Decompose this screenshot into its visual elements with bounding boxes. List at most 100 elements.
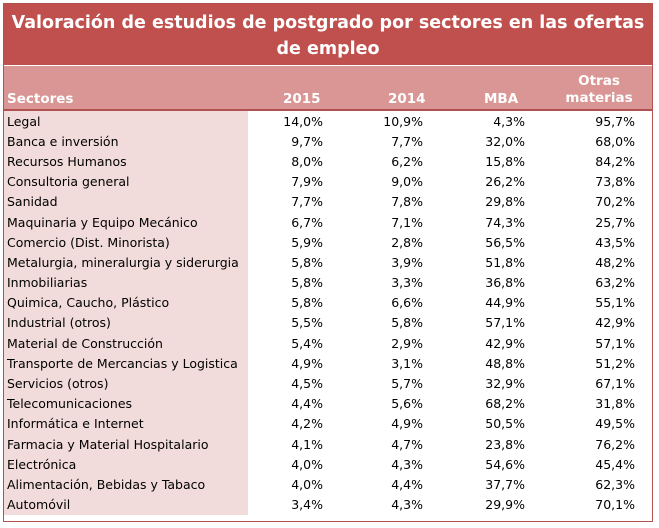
value-mba-cell: 29,8% [485,194,525,210]
sector-cell: Telecomunicaciones [4,393,248,414]
value-mba-cell: 32,9% [485,376,525,392]
value-2015-cell: 8,0% [291,153,323,169]
value-otras-cell: 70,1% [595,497,635,513]
value-2015-cell: 14,0% [283,113,323,129]
sector-cell: Recursos Humanos [4,151,248,172]
value-2015-cell: 4,4% [291,396,323,412]
value-2014-cell: 5,7% [391,376,423,392]
value-2014-cell: 10,9% [383,113,423,129]
header-mba: MBA [484,91,519,107]
value-2015-cell: 4,5% [291,376,323,392]
value-2014-cell: 7,7% [391,133,423,149]
value-mba-cell: 50,5% [485,416,525,432]
sector-cell: Maquinaria y Equipo Mecánico [4,211,248,233]
table-row: Farmacia y Material Hospitalario 4,1% 4,7%… [4,434,652,455]
value-2014-cell: 4,3% [391,497,423,513]
sector-cell: Industrial (otros) [4,312,248,334]
value-2015-cell: 9,7% [291,133,323,149]
sector-cell: Legal [4,111,248,132]
sector-cell: Comercio (Dist. Minorista) [4,232,248,253]
value-otras-cell: 73,8% [595,174,635,190]
sector-cell: Alimentación, Bebidas y Tabaco [4,474,248,495]
value-otras-cell: 48,2% [595,254,635,270]
value-2015-cell: 5,8% [291,254,323,270]
table-frame: Valoración de estudios de postgrado por … [3,3,653,522]
sector-cell: Informática e Internet [4,413,248,434]
value-otras-cell: 43,5% [595,234,635,250]
header-otras-materias: Otras materias [565,73,633,106]
sector-cell: Transporte de Mercancias y Logistica [4,353,248,374]
value-2014-cell: 9,0% [391,174,423,190]
value-2014-cell: 5,8% [391,315,423,331]
value-mba-cell: 74,3% [485,214,525,230]
value-2015-cell: 6,7% [291,214,323,230]
value-2014-cell: 6,6% [391,295,423,311]
value-mba-cell: 44,9% [485,295,525,311]
header-2014: 2014 [388,91,426,107]
sector-cell: Servicios (otros) [4,373,248,394]
table-title: Valoración de estudios de postgrado por … [4,4,652,66]
value-2014-cell: 2,8% [391,234,423,250]
table-row: Automóvil 3,4% 4,3% 29,9% 70,1% [4,494,652,515]
value-2015-cell: 5,9% [291,234,323,250]
table-row: Informática e Internet 4,2% 4,9% 50,5% 49,5% [4,413,652,434]
value-otras-cell: 62,3% [595,476,635,492]
value-mba-cell: 29,9% [485,497,525,513]
value-mba-cell: 56,5% [485,234,525,250]
value-2014-cell: 3,9% [391,254,423,270]
value-2014-cell: 4,3% [391,456,423,472]
value-mba-cell: 68,2% [485,396,525,412]
value-2014-cell: 7,8% [391,194,423,210]
table-row: Telecomunicaciones 4,4% 5,6% 68,2% 31,8% [4,393,652,414]
value-mba-cell: 26,2% [485,174,525,190]
value-mba-cell: 37,7% [485,476,525,492]
value-otras-cell: 70,2% [595,194,635,210]
header-sectores: Sectores [7,91,74,107]
value-mba-cell: 54,6% [485,456,525,472]
value-2015-cell: 4,2% [291,416,323,432]
value-2014-cell: 3,1% [391,355,423,371]
sector-cell: Quimica, Caucho, Plástico [4,292,248,313]
value-2015-cell: 4,1% [291,436,323,452]
value-2014-cell: 4,7% [391,436,423,452]
value-2015-cell: 3,4% [291,497,323,513]
value-2015-cell: 4,9% [291,355,323,371]
table-row: Material de Construcción 5,4% 2,9% 42,9% 57,… [4,333,652,354]
header-2015: 2015 [283,91,321,107]
value-2014-cell: 3,3% [391,275,423,291]
table-row: Sanidad 7,7% 7,8% 29,8% 70,2% [4,191,652,212]
value-2015-cell: 5,8% [291,295,323,311]
table-row: Inmobiliarias 5,8% 3,3% 36,8% 63,2% [4,272,652,293]
value-2014-cell: 4,4% [391,476,423,492]
value-otras-cell: 68,0% [595,133,635,149]
table-row: Electrónica 4,0% 4,3% 54,6% 45,4% [4,454,652,475]
value-2015-cell: 5,5% [291,315,323,331]
table-row: Maquinaria y Equipo Mecánico 6,7% 7,1% 74,3… [4,211,652,233]
sector-cell: Sanidad [4,191,248,212]
sector-cell: Farmacia y Material Hospitalario [4,434,248,455]
value-mba-cell: 48,8% [485,355,525,371]
value-2015-cell: 5,8% [291,275,323,291]
sector-cell: Material de Construcción [4,333,248,354]
value-otras-cell: 42,9% [595,315,635,331]
value-mba-cell: 4,3% [493,113,525,129]
value-otras-cell: 49,5% [595,416,635,432]
table-body: Legal 14,0% 10,9% 4,3% 95,7% Banca e inversió… [4,111,652,515]
table-row: Comercio (Dist. Minorista) 5,9% 2,8% 56,5% 4… [4,232,652,253]
table-row: Alimentación, Bebidas y Tabaco 4,0% 4,4% 37… [4,474,652,495]
sector-cell: Metalurgia, mineralurgia y siderurgia [4,252,248,273]
value-mba-cell: 23,8% [485,436,525,452]
sector-cell: Banca e inversión [4,131,248,152]
value-otras-cell: 63,2% [595,275,635,291]
header-row: Sectores 2015 2014 MBA Otras materias [4,66,652,111]
value-otras-cell: 45,4% [595,456,635,472]
value-2015-cell: 4,0% [291,456,323,472]
value-2015-cell: 7,7% [291,194,323,210]
table-row: Quimica, Caucho, Plástico 5,8% 6,6% 44,9% 55… [4,292,652,313]
value-2015-cell: 7,9% [291,174,323,190]
value-mba-cell: 51,8% [485,254,525,270]
value-2014-cell: 6,2% [391,153,423,169]
sector-cell: Automóvil [4,494,248,515]
value-2014-cell: 7,1% [391,214,423,230]
value-otras-cell: 57,1% [595,335,635,351]
